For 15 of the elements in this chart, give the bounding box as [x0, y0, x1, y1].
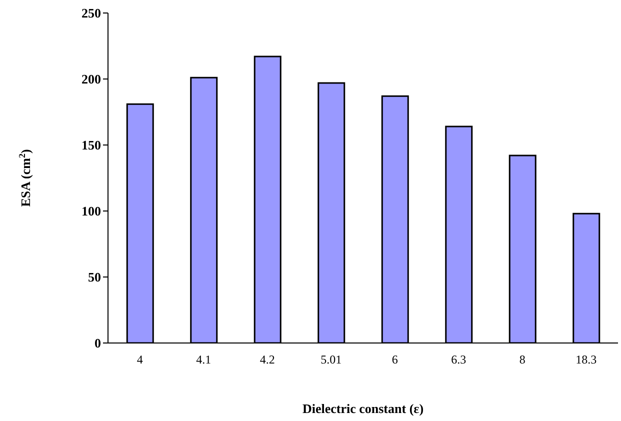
- x-tick-label: 4.1: [196, 352, 212, 367]
- y-tick-label: 50: [88, 270, 101, 285]
- y-tick-label: 200: [82, 72, 101, 87]
- x-tick-label: 4: [136, 352, 143, 367]
- y-tick-label: 100: [82, 204, 101, 219]
- y-tick-label: 0: [94, 336, 101, 351]
- x-tick-label: 5.01: [320, 352, 342, 367]
- x-tick-label: 18.3: [576, 352, 597, 367]
- y-tick-label: 250: [82, 6, 101, 21]
- y-tick-label: 150: [82, 138, 101, 153]
- x-tick-label: 4.2: [260, 352, 275, 367]
- x-tick-label: 6: [392, 352, 398, 367]
- x-tick-label: 8: [519, 352, 526, 367]
- x-axis-title: Dielectric constant (ε): [302, 401, 424, 416]
- x-tick-label: 6.3: [451, 352, 466, 367]
